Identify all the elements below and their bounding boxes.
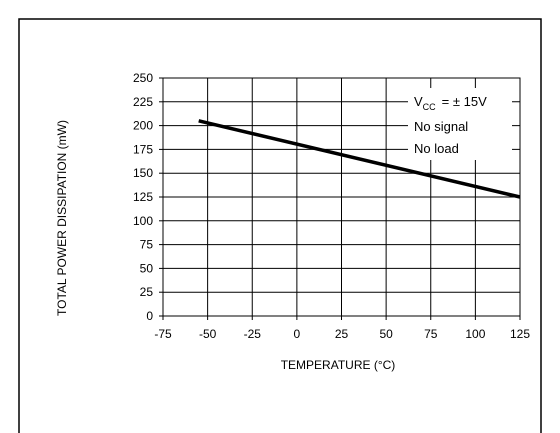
x-tick-label: -50 bbox=[199, 327, 217, 341]
y-tick-label: 150 bbox=[133, 166, 153, 180]
annotation-vcc-sub: CC bbox=[423, 102, 436, 112]
x-tick-label: 75 bbox=[424, 327, 438, 341]
annotation-vcc-value: = ± 15V bbox=[442, 94, 487, 109]
y-tick-label: 0 bbox=[146, 309, 153, 323]
y-tick-label: 25 bbox=[140, 285, 154, 299]
x-tick-label: -25 bbox=[244, 327, 262, 341]
series-line bbox=[198, 119, 521, 199]
y-tick-label: 100 bbox=[133, 214, 153, 228]
annotation-no-load: No load bbox=[414, 141, 459, 156]
x-tick-label: 50 bbox=[379, 327, 393, 341]
x-tick-label: 25 bbox=[335, 327, 349, 341]
plot-area: -75 -50 -25 0 25 50 75 100 125 0 25 50 75 100 125 150 17… bbox=[133, 71, 530, 341]
annotation-background bbox=[408, 88, 512, 160]
y-tick-label: 225 bbox=[133, 95, 153, 109]
y-tick-label: 50 bbox=[140, 261, 154, 275]
annotation-no-signal: No signal bbox=[414, 119, 468, 134]
y-tick-label: 175 bbox=[133, 142, 153, 156]
x-tick-label: 0 bbox=[294, 327, 301, 341]
y-tick-label: 75 bbox=[140, 238, 154, 252]
y-axis-label: TOTAL POWER DISSIPATION (mW) bbox=[55, 120, 69, 316]
x-tick-label: -75 bbox=[154, 327, 172, 341]
annotation-vcc: VCC = ± 15V bbox=[414, 94, 487, 112]
y-tick-label: 200 bbox=[133, 119, 153, 133]
x-tick-label: 100 bbox=[465, 327, 485, 341]
figure-frame bbox=[18, 18, 542, 433]
x-axis-label: TEMPERATURE (°C) bbox=[281, 358, 396, 372]
annotation-vcc-prefix: V bbox=[414, 94, 423, 109]
conditions-annotation: VCC = ± 15V No signal No load bbox=[408, 88, 512, 160]
x-tick-label: 125 bbox=[510, 327, 530, 341]
y-tick-label: 250 bbox=[133, 71, 153, 85]
y-tick-label: 125 bbox=[133, 190, 153, 204]
